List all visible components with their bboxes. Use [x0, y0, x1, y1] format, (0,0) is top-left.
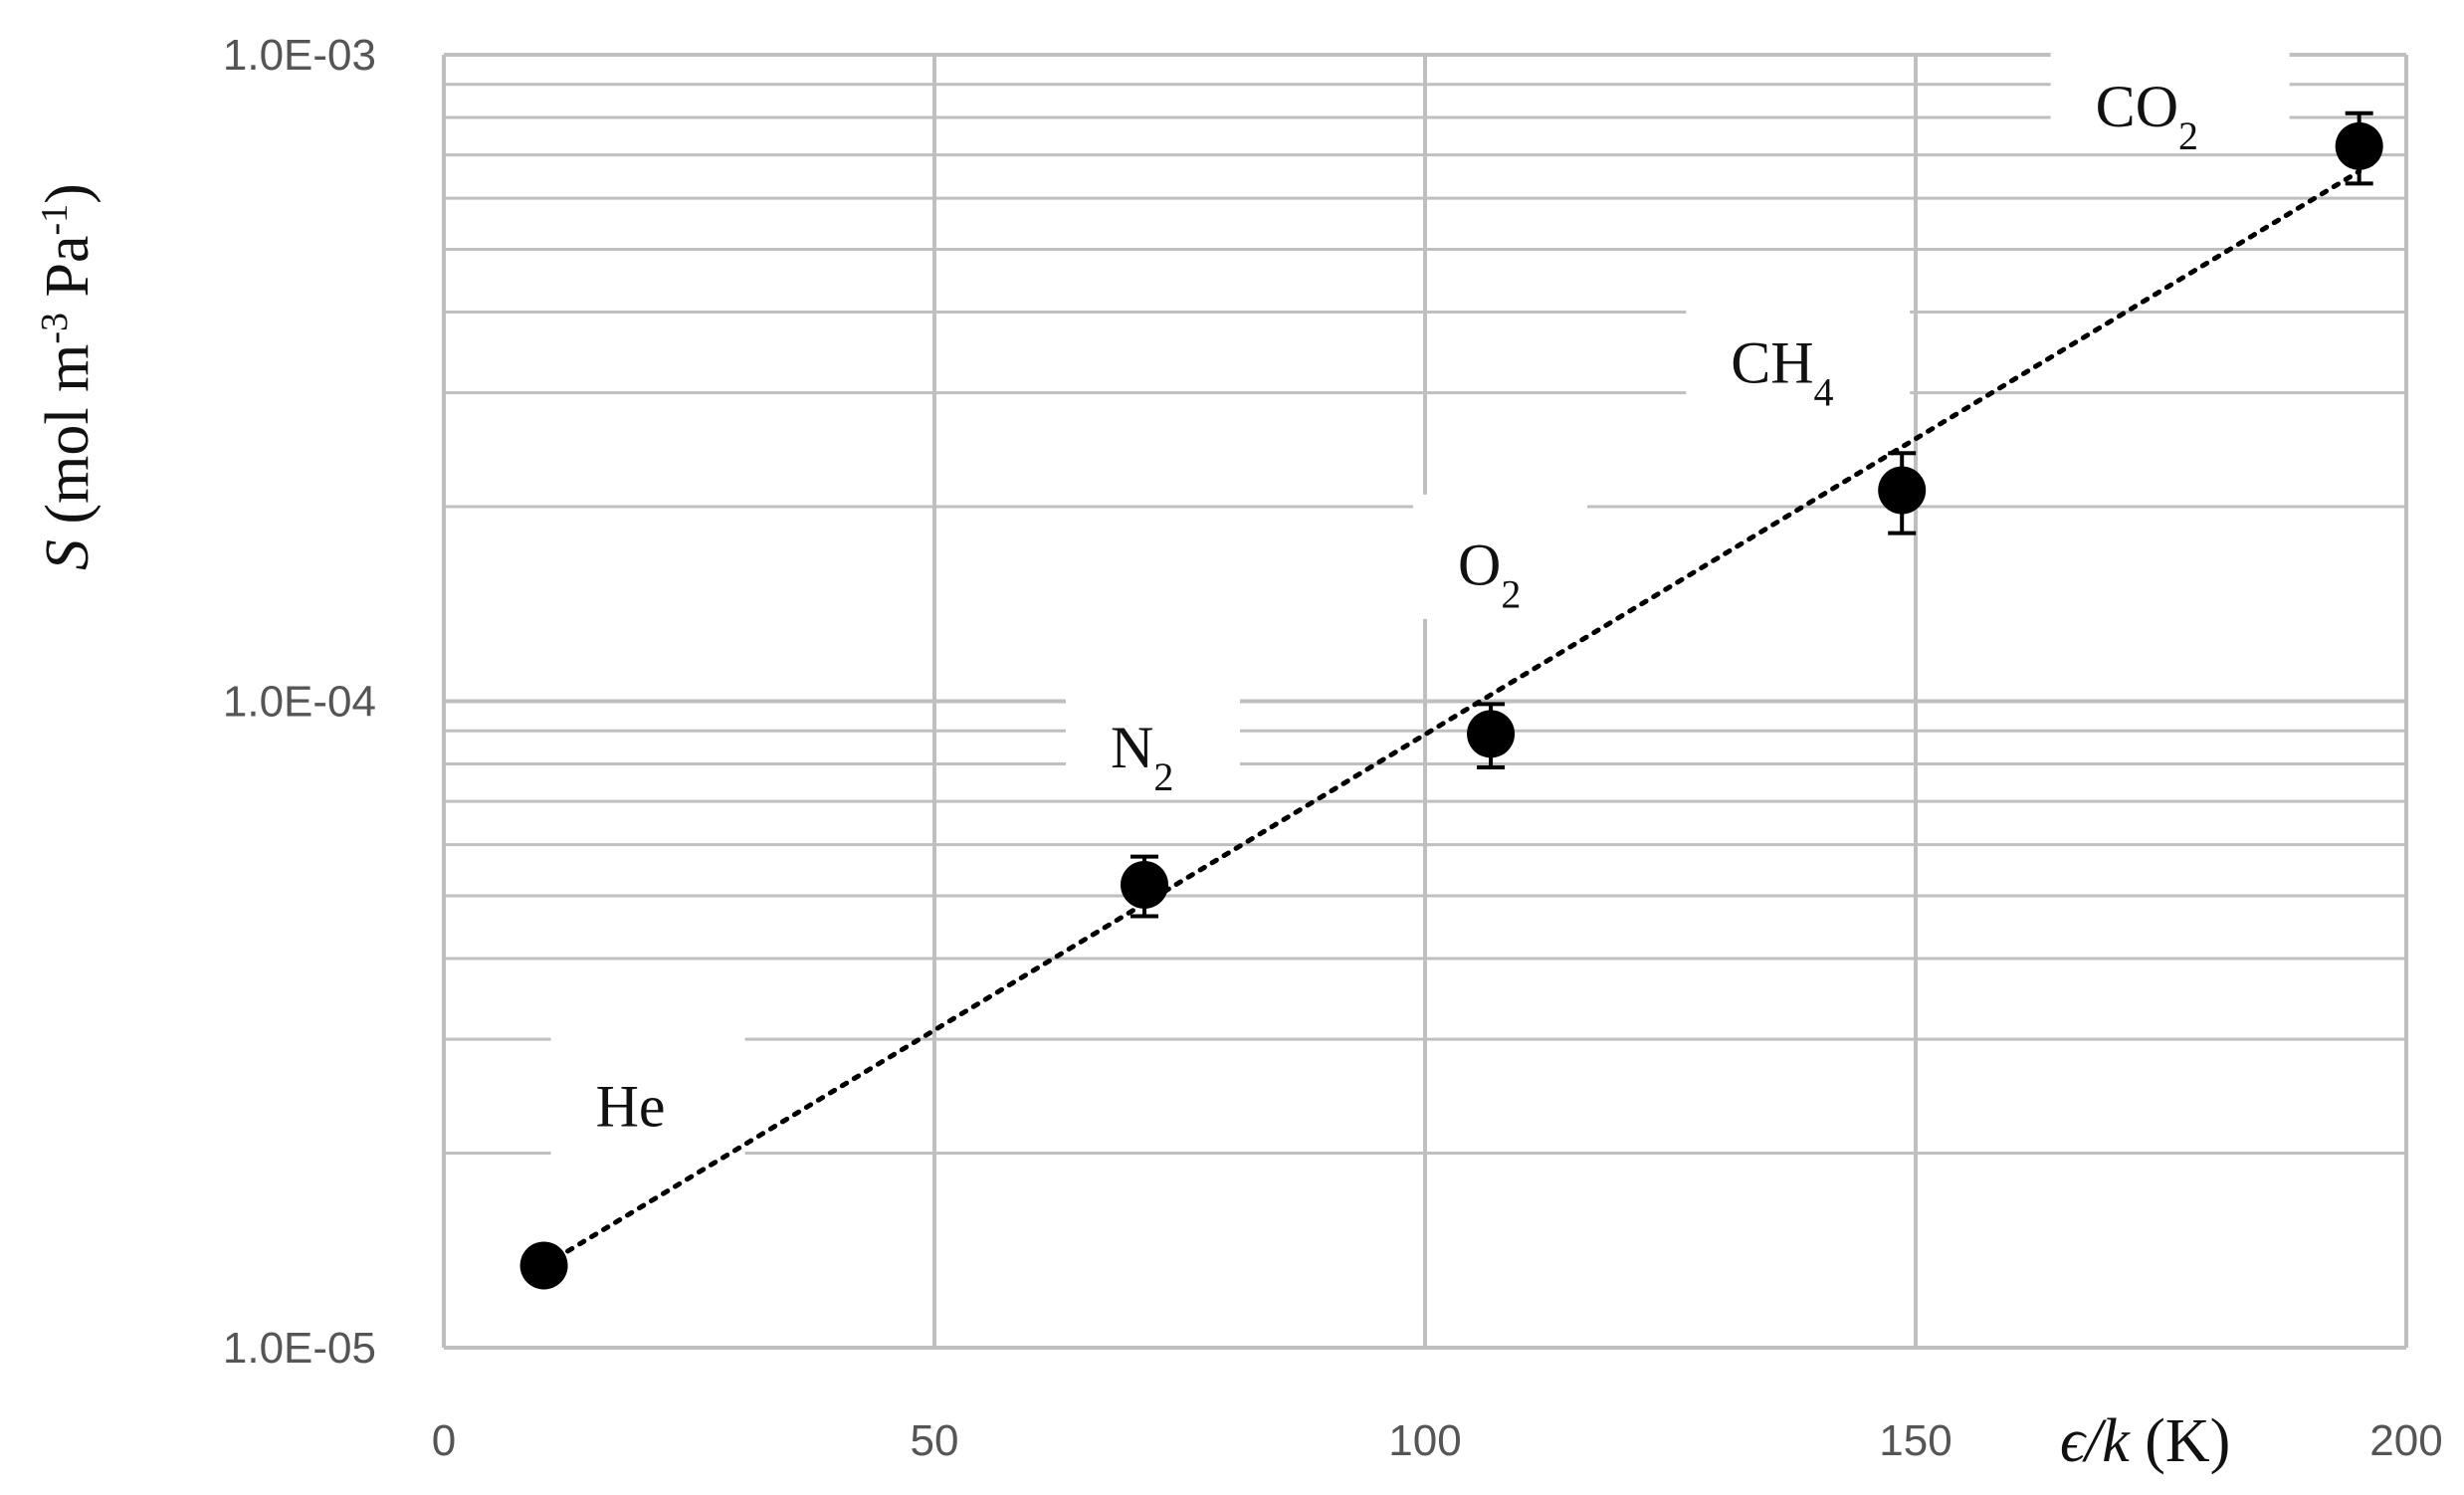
point-label-backing: [1686, 293, 1911, 418]
point-label-base: N: [1111, 715, 1153, 780]
point-label: CO2: [2096, 74, 2198, 158]
y-axis-title-unit-2: Pa: [34, 236, 102, 314]
x-tick-label: 50: [911, 1416, 959, 1465]
point-label-base: CH: [1731, 330, 1813, 396]
point-label: N2: [1111, 715, 1173, 799]
y-tick-label: 1.0E-03: [223, 31, 376, 80]
point-label-backing: [1413, 494, 1588, 619]
y-axis-title-exponent-1: -3: [34, 313, 76, 344]
data-point: [1878, 466, 1927, 515]
x-tick-label: 150: [1879, 1416, 1951, 1465]
point-label: He: [596, 1073, 666, 1139]
data-points: [519, 110, 2383, 1290]
point-label-subscript: 2: [1501, 571, 1521, 616]
x-tick-label: 200: [2369, 1416, 2442, 1465]
point-label-backing: [1066, 684, 1241, 794]
y-axis-title-unit: (mol m: [34, 344, 102, 539]
point-label-backing: [2050, 43, 2290, 153]
tick-labels: 0 50 100 150 200 1.0E-05 1.0E-04 1.0E-03: [223, 31, 2443, 1465]
point-label: CH4: [1731, 330, 1833, 415]
point-label-subscript: 2: [2178, 112, 2198, 157]
trendline-group: [541, 168, 2362, 1268]
point-label-subscript: 4: [1814, 369, 1834, 414]
point-label-subscript: 2: [1153, 753, 1173, 798]
y-axis-title-exponent-2: -1: [34, 204, 76, 236]
data-point: [519, 1241, 568, 1290]
y-axis-title: S (mol m-3 Pa-1): [34, 183, 102, 570]
point-label: O2: [1458, 532, 1521, 616]
point-label-base: CO: [2096, 74, 2178, 139]
x-tick-label: 100: [1388, 1416, 1461, 1465]
x-axis-title: ϵ/k (K): [2060, 1407, 2230, 1475]
x-axis-title-var: ϵ/k: [2060, 1407, 2131, 1475]
trendline: [541, 168, 2362, 1268]
point-label-backing: [550, 1028, 745, 1169]
y-axis-title-var: S: [34, 539, 102, 570]
x-axis-title-unit: (K): [2130, 1407, 2231, 1475]
y-axis-title-close: ): [34, 183, 102, 204]
point-label-base: He: [596, 1073, 666, 1139]
x-tick-label: 0: [432, 1416, 456, 1465]
data-point: [1467, 710, 1516, 758]
data-point: [1121, 860, 1169, 909]
point-label-base: O: [1458, 532, 1501, 597]
data-point: [2335, 121, 2383, 170]
y-tick-label: 1.0E-04: [223, 678, 376, 727]
y-tick-label: 1.0E-05: [223, 1324, 376, 1373]
